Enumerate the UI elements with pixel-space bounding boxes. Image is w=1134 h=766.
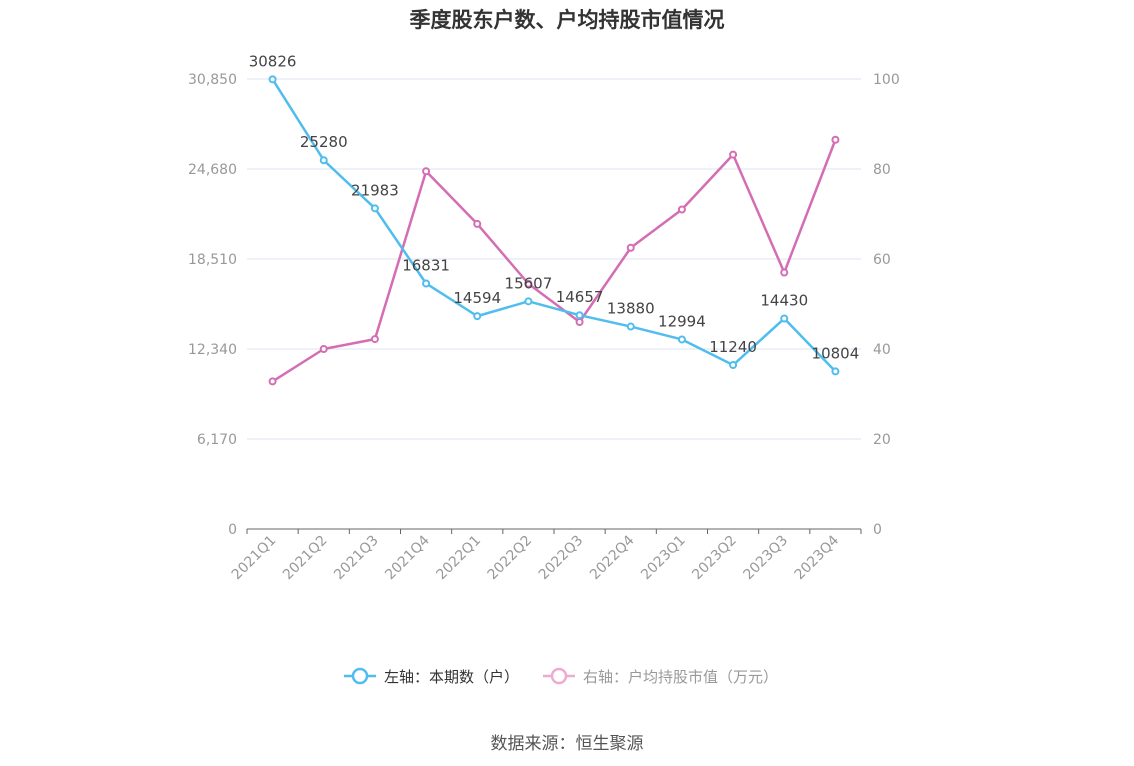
right-series-point[interactable] xyxy=(677,205,686,214)
left-series-data-label: 14430 xyxy=(760,292,808,310)
right-series-point[interactable] xyxy=(729,150,738,159)
x-axis-category-label: 2023Q2 xyxy=(689,533,740,584)
left-axis-tick-label: 30,850 xyxy=(188,72,237,88)
left-series-point[interactable] xyxy=(626,322,635,331)
right-axis-tick-label: 40 xyxy=(873,342,891,358)
left-axis-tick-label: 18,510 xyxy=(188,252,237,268)
right-axis-tick-label: 60 xyxy=(873,252,891,268)
left-series-point[interactable] xyxy=(524,297,533,306)
left-series-data-label: 12994 xyxy=(658,312,706,330)
left-axis-tick-label: 12,340 xyxy=(188,342,237,358)
x-axis-category-label: 2023Q4 xyxy=(792,532,843,583)
left-series-data-label: 21983 xyxy=(351,181,399,199)
right-series-point[interactable] xyxy=(268,377,277,386)
left-series-data-label: 13880 xyxy=(607,300,655,318)
right-series-point[interactable] xyxy=(575,318,584,326)
left-series-point[interactable] xyxy=(473,312,482,321)
right-series-point[interactable] xyxy=(370,335,379,344)
x-axis-category-label: 2021Q3 xyxy=(331,533,382,584)
right-axis-tick-label: 20 xyxy=(873,432,891,448)
right-series-point[interactable] xyxy=(524,279,533,288)
legend-left-label: 左轴：本期数（户） xyxy=(384,668,519,686)
left-series-point[interactable] xyxy=(831,367,840,376)
x-axis-category-label: 2021Q4 xyxy=(382,532,433,583)
right-series-point[interactable] xyxy=(780,268,789,277)
left-series-data-label: 25280 xyxy=(300,133,348,151)
left-axis-tick-label: 24,680 xyxy=(188,162,237,178)
right-series-point[interactable] xyxy=(626,243,635,252)
legend-right-label: 右轴：户均持股市值（万元） xyxy=(583,668,778,686)
x-axis-category-label: 2022Q2 xyxy=(485,533,536,584)
left-series-point[interactable] xyxy=(319,156,328,165)
x-axis-category-label: 2021Q2 xyxy=(280,533,331,584)
legend-right-swatch-marker[interactable] xyxy=(550,667,568,685)
left-series-data-label: 15607 xyxy=(505,274,553,292)
right-series-point[interactable] xyxy=(473,219,482,228)
right-series-point[interactable] xyxy=(422,167,431,176)
left-series-data-label: 14594 xyxy=(453,289,501,307)
right-series-line xyxy=(271,139,837,383)
left-axis-tick-label: 6,170 xyxy=(197,432,237,448)
left-series-point[interactable] xyxy=(780,314,789,323)
left-series-point[interactable] xyxy=(575,311,584,320)
data-source: 数据来源：恒生聚源 xyxy=(490,734,644,754)
x-axis-category-label: 2022Q1 xyxy=(433,533,484,584)
right-axis-tick-label: 0 xyxy=(873,522,882,538)
right-series-point[interactable] xyxy=(831,135,840,144)
right-series-point[interactable] xyxy=(319,345,328,353)
chart-title: 季度股东户数、户均持股市值情况 xyxy=(409,8,725,32)
left-series-point[interactable] xyxy=(729,361,738,370)
left-series-line xyxy=(271,78,837,373)
left-series-point[interactable] xyxy=(422,279,431,288)
left-series-data-label: 11240 xyxy=(709,338,757,356)
left-series-data-label: 10804 xyxy=(812,344,860,362)
x-axis-category-label: 2022Q4 xyxy=(587,532,638,583)
left-series-point[interactable] xyxy=(677,335,686,344)
x-axis-category-label: 2021Q1 xyxy=(229,533,280,584)
left-series-point[interactable] xyxy=(268,75,277,84)
x-axis-category-label: 2023Q1 xyxy=(638,533,689,584)
right-axis-tick-label: 80 xyxy=(873,162,891,178)
x-axis-category-label: 2022Q3 xyxy=(536,533,587,584)
legend-left-swatch-marker[interactable] xyxy=(351,667,369,685)
x-axis-category-label: 2023Q3 xyxy=(740,533,791,584)
left-series-data-label: 14657 xyxy=(556,288,604,306)
left-series-point[interactable] xyxy=(370,204,379,213)
left-axis-tick-label: 0 xyxy=(228,522,237,538)
right-axis-tick-label: 100 xyxy=(873,72,900,88)
left-series-data-label: 30826 xyxy=(249,52,297,70)
left-series-data-label: 16831 xyxy=(402,256,450,274)
